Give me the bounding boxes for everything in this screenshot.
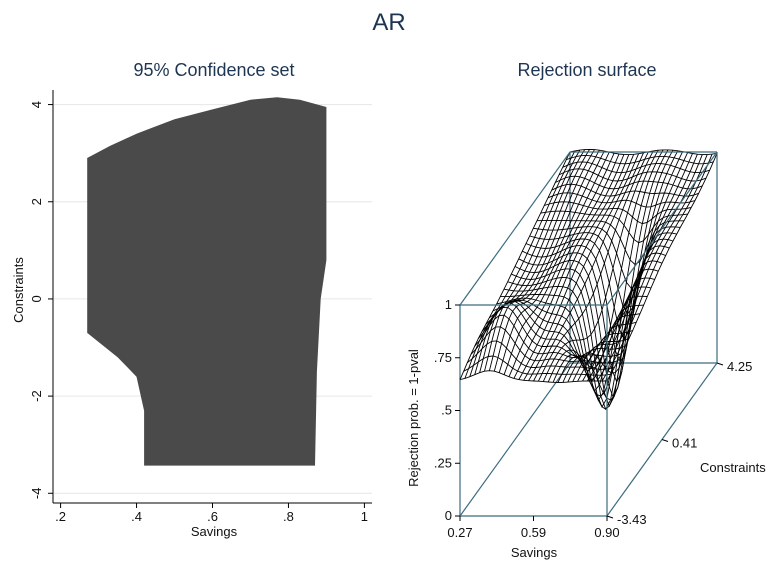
left-x-axis-label: Savings bbox=[191, 524, 238, 539]
mesh-line-constraints bbox=[558, 168, 707, 182]
confidence-set-panel: 95% Confidence set .2 .4 .6 .8 1 -4 -2 0 2 4 Savi… bbox=[11, 60, 372, 539]
left-x-tick-label: .6 bbox=[207, 509, 218, 524]
left-x-tick-label: .4 bbox=[131, 509, 142, 524]
x-tick-label: 0.90 bbox=[594, 525, 619, 540]
surface-mesh bbox=[459, 148, 718, 411]
y-tick bbox=[661, 439, 669, 442]
box-edge bbox=[459, 362, 571, 517]
y-tick bbox=[606, 515, 614, 519]
left-axes: .2 .4 .6 .8 1 -4 -2 0 2 4 bbox=[29, 90, 372, 524]
right-axes: 0 .25 .5 .75 1 0.27 0.59 0.90-3.43 0.41 4.25 bbox=[434, 297, 752, 540]
right-y-axis-label: Constraints bbox=[700, 460, 766, 475]
mesh-line-constraints bbox=[555, 175, 703, 190]
z-tick-label: 0 bbox=[445, 508, 452, 523]
mesh-line-savings bbox=[601, 153, 713, 382]
left-y-tick-label: 2 bbox=[29, 198, 44, 205]
z-tick-label: 1 bbox=[445, 297, 452, 312]
mesh-line-constraints bbox=[569, 148, 718, 156]
left-y-tick-label: 4 bbox=[29, 101, 44, 108]
mesh-line-savings bbox=[577, 152, 689, 382]
y-tick-label: -3.43 bbox=[617, 512, 647, 527]
z-tick-label: .5 bbox=[441, 403, 452, 418]
left-y-tick-label: -2 bbox=[29, 390, 44, 402]
x-tick-label: 0.27 bbox=[447, 525, 472, 540]
box-edge bbox=[459, 151, 571, 306]
right-x-axis-label: Savings bbox=[511, 545, 558, 560]
mesh-line-savings bbox=[591, 154, 703, 382]
mesh-line-savings bbox=[587, 154, 698, 382]
y-tick bbox=[716, 362, 724, 366]
rejection-surface-panel: Rejection surface 0 .25 .5 .75 1 0.27 0.59 0.90… bbox=[406, 60, 766, 560]
left-x-tick-label: 1 bbox=[361, 509, 368, 524]
left-y-tick-label: 0 bbox=[29, 295, 44, 302]
right-chart-title: Rejection surface bbox=[517, 60, 656, 80]
mesh-line-savings bbox=[596, 154, 708, 382]
mesh-line-savings bbox=[459, 151, 571, 380]
right-z-axis-label: Rejection prob. = 1-pval bbox=[406, 349, 421, 487]
left-x-tick-label: .8 bbox=[283, 509, 294, 524]
y-tick-label: 4.25 bbox=[727, 359, 752, 374]
z-tick-label: .75 bbox=[434, 350, 452, 365]
z-tick-label: .25 bbox=[434, 455, 452, 470]
box-edge bbox=[606, 151, 718, 306]
mesh-line-savings bbox=[606, 153, 718, 382]
left-y-axis-label: Constraints bbox=[11, 257, 26, 323]
mesh-line-constraints bbox=[562, 161, 710, 174]
y-tick-label: 0.41 bbox=[672, 436, 697, 451]
figure-title: AR bbox=[372, 9, 405, 36]
left-y-tick-label: -4 bbox=[29, 488, 44, 500]
confidence-region bbox=[87, 97, 327, 466]
mesh-line-savings bbox=[582, 153, 693, 382]
mesh-line-constraints bbox=[551, 183, 699, 197]
mesh-line-constraints bbox=[566, 154, 714, 165]
left-x-tick-label: .2 bbox=[55, 509, 66, 524]
left-chart-title: 95% Confidence set bbox=[133, 60, 294, 80]
x-tick-label: 0.59 bbox=[521, 525, 546, 540]
mesh-line-savings bbox=[484, 149, 595, 372]
